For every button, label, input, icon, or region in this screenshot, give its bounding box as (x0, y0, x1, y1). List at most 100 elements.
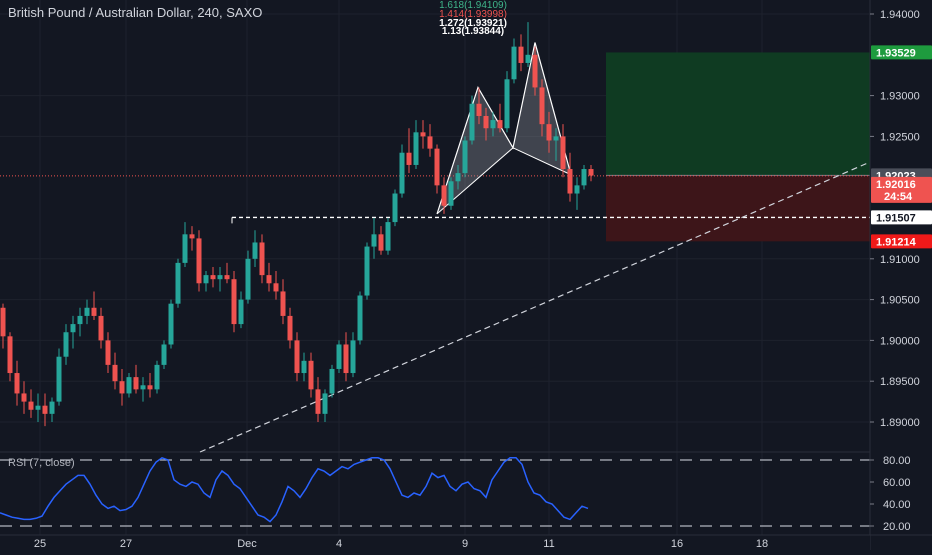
candle[interactable] (140, 377, 146, 402)
candle[interactable] (483, 107, 489, 141)
candle[interactable] (462, 136, 468, 178)
candle[interactable] (455, 164, 461, 190)
candle[interactable] (119, 368, 125, 406)
candle[interactable] (154, 360, 160, 394)
pattern-triangle-xab[interactable] (437, 87, 513, 214)
candle[interactable] (63, 324, 69, 365)
candle[interactable] (49, 397, 55, 422)
candle[interactable] (28, 389, 34, 418)
candle[interactable] (448, 177, 454, 210)
candle[interactable] (546, 111, 552, 153)
candle[interactable] (70, 315, 76, 349)
candle[interactable] (329, 364, 335, 398)
price-label-countdown[interactable]: 24:54 (871, 188, 932, 203)
candle[interactable] (518, 34, 524, 72)
candle[interactable] (56, 348, 62, 406)
candle[interactable] (434, 144, 440, 194)
candle[interactable] (357, 291, 363, 345)
candle[interactable] (7, 332, 13, 382)
candle[interactable] (588, 164, 594, 182)
candle[interactable] (371, 218, 377, 259)
candle[interactable] (350, 332, 356, 378)
candle[interactable] (259, 234, 265, 284)
price-axis[interactable] (870, 0, 932, 550)
candle[interactable] (84, 299, 90, 325)
price-label-level[interactable]: 1.91507 (871, 210, 932, 225)
candle[interactable] (532, 46, 538, 96)
candle[interactable] (497, 103, 503, 133)
candle[interactable] (574, 177, 580, 210)
candle[interactable] (413, 120, 419, 170)
candle[interactable] (105, 332, 111, 374)
candle[interactable] (0, 303, 6, 349)
candle[interactable] (378, 226, 384, 255)
candle[interactable] (427, 124, 433, 157)
price-label-target[interactable]: 1.93529 (871, 45, 932, 60)
candle[interactable] (420, 120, 426, 149)
trendline[interactable] (199, 161, 871, 453)
time-axis[interactable] (0, 535, 870, 550)
candle[interactable] (315, 377, 321, 422)
candle[interactable] (273, 271, 279, 300)
candle[interactable] (21, 381, 27, 414)
stop-zone[interactable] (606, 175, 870, 242)
candle[interactable] (581, 164, 587, 190)
candle[interactable] (126, 373, 132, 398)
candle[interactable] (287, 307, 293, 349)
candle[interactable] (294, 332, 300, 382)
candle[interactable] (476, 87, 482, 125)
candle[interactable] (175, 258, 181, 308)
candle[interactable] (189, 226, 195, 251)
candle[interactable] (35, 393, 41, 422)
candle[interactable] (504, 71, 510, 133)
candle[interactable] (560, 124, 566, 178)
candle[interactable] (567, 152, 573, 202)
candle[interactable] (210, 266, 216, 288)
candle[interactable] (147, 373, 153, 398)
candle[interactable] (322, 389, 328, 422)
candle[interactable] (91, 291, 97, 320)
candle[interactable] (553, 128, 559, 161)
candle[interactable] (399, 144, 405, 198)
candle[interactable] (441, 177, 447, 214)
candle[interactable] (112, 352, 118, 390)
candle[interactable] (469, 95, 475, 145)
candle[interactable] (98, 307, 104, 349)
candle[interactable] (182, 222, 188, 267)
candle[interactable] (392, 189, 398, 227)
candle[interactable] (203, 271, 209, 292)
candle[interactable] (406, 128, 412, 174)
candle[interactable] (245, 250, 251, 304)
rsi-line[interactable] (0, 456, 589, 523)
candle[interactable] (511, 38, 517, 84)
candle[interactable] (490, 111, 496, 137)
rsi-indicator-title[interactable]: RSI (7, close) (8, 457, 75, 469)
candle[interactable] (42, 393, 48, 427)
candle[interactable] (539, 79, 545, 137)
candle[interactable] (217, 266, 223, 292)
candle[interactable] (343, 332, 349, 382)
candle[interactable] (14, 360, 20, 406)
candle[interactable] (301, 352, 307, 382)
candle[interactable] (224, 262, 230, 284)
candle[interactable] (238, 291, 244, 329)
candle[interactable] (231, 271, 237, 333)
candle[interactable] (336, 340, 342, 374)
candle[interactable] (161, 340, 167, 369)
target-zone[interactable] (606, 52, 870, 176)
candle[interactable] (196, 230, 202, 292)
candle[interactable] (385, 218, 391, 255)
candle[interactable] (133, 364, 139, 394)
candle[interactable] (77, 307, 83, 337)
candle[interactable] (280, 279, 286, 325)
candle[interactable] (252, 230, 258, 267)
price-label-stop[interactable]: 1.91214 (871, 234, 932, 249)
candle[interactable] (266, 262, 272, 292)
candle[interactable] (168, 299, 174, 349)
price-label-last[interactable]: 1.92016 (871, 176, 932, 191)
candle[interactable] (308, 352, 314, 398)
candle[interactable] (525, 22, 531, 68)
candle[interactable] (364, 242, 370, 300)
